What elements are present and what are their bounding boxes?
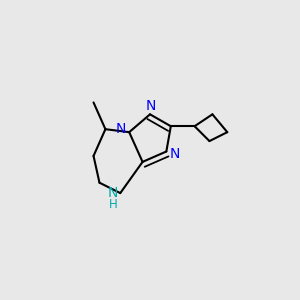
Text: N: N: [170, 148, 181, 161]
Text: N: N: [108, 185, 118, 200]
Text: N: N: [146, 99, 156, 113]
Text: H: H: [109, 199, 117, 212]
Text: N: N: [116, 122, 126, 136]
